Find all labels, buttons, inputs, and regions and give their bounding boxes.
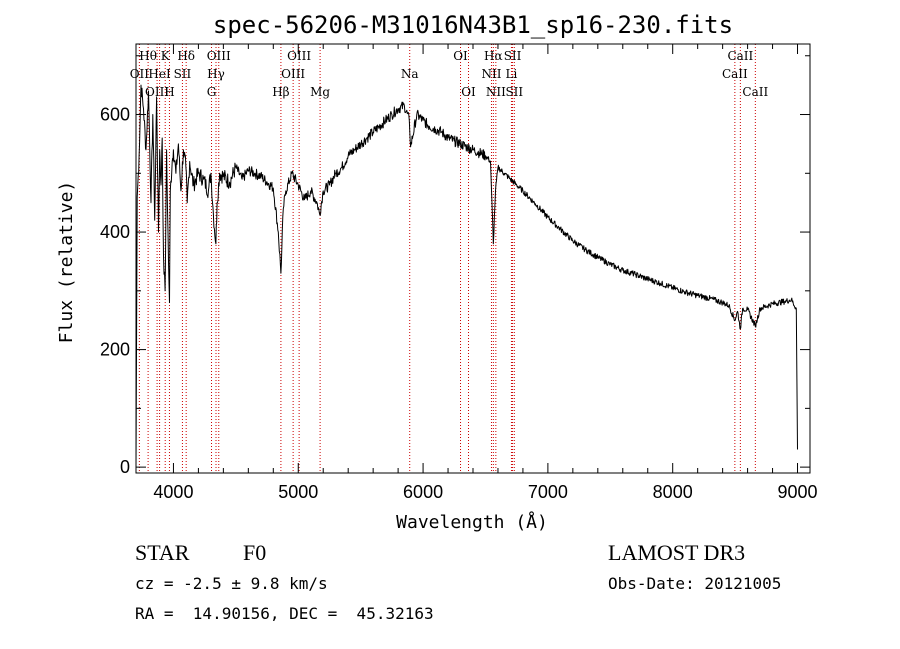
x-tick-label-9000: 9000 [777, 482, 817, 502]
line-label-20: G [207, 85, 217, 99]
line-label-8: CaII [727, 49, 753, 63]
line-label-17: CaII [722, 67, 748, 81]
line-label-9: OII [130, 67, 150, 81]
spectrum-line [135, 84, 798, 468]
line-label-5: OI [453, 49, 468, 63]
line-label-7: SII [504, 49, 522, 63]
observation-date: Obs-Date: 20121005 [608, 574, 782, 593]
line-label-15: NII [481, 67, 501, 81]
y-axis-label: Flux (relative) [56, 181, 77, 344]
line-label-12: Hγ [207, 67, 225, 81]
y-tick-label-0: 0 [120, 457, 130, 477]
line-label-11: SII [174, 67, 192, 81]
line-label-23: OI [461, 85, 476, 99]
chart-title: spec-56206-M31016N43B1_sp16-230.fits [213, 11, 733, 39]
object-class: STAR [135, 540, 190, 565]
x-tick-label-8000: 8000 [653, 482, 693, 502]
line-label-21: Hβ [272, 85, 289, 99]
survey-name: LAMOST DR3 [608, 540, 746, 565]
line-label-2: Hδ [177, 49, 195, 63]
redshift-value: cz = -2.5 ± 9.8 km/s [135, 574, 328, 593]
line-label-16: Li [506, 67, 518, 81]
line-label-19: H [164, 85, 174, 99]
line-label-13: OIII [281, 67, 305, 81]
plot-frame [135, 43, 811, 474]
spectrum-series [135, 84, 798, 468]
x-tick-label-5000: 5000 [278, 482, 318, 502]
line-label-18: OIII [145, 85, 169, 99]
line-label-26: CaII [742, 85, 768, 99]
line-label-1: K [161, 49, 171, 63]
line-label-25: SII [505, 85, 523, 99]
subclass: F0 [243, 540, 267, 565]
line-label-22: Mg [310, 85, 330, 99]
x-tick-label-4000: 4000 [153, 482, 193, 502]
line-label-10: HeI [148, 67, 171, 81]
line-marker-group [138, 44, 756, 473]
line-label-24: NII [486, 85, 506, 99]
y-tick-label-400: 400 [100, 222, 130, 242]
axis-ticks: 4000 5000 6000 7000 8000 9000 0 200 400 600 [100, 44, 818, 502]
line-label-6: Hα [484, 49, 503, 63]
coordinates: RA = 14.90156, DEC = 45.32163 [135, 604, 434, 623]
x-tick-label-7000: 7000 [528, 482, 568, 502]
line-label-0: Hθ [139, 49, 157, 63]
line-label-14: Na [401, 67, 419, 81]
y-tick-label-200: 200 [100, 340, 130, 360]
x-tick-label-6000: 6000 [403, 482, 443, 502]
line-label-3: OIII [207, 49, 231, 63]
x-axis-label: Wavelength (Å) [396, 511, 548, 533]
line-label-4: OIII [287, 49, 311, 63]
y-tick-label-600: 600 [100, 105, 130, 125]
